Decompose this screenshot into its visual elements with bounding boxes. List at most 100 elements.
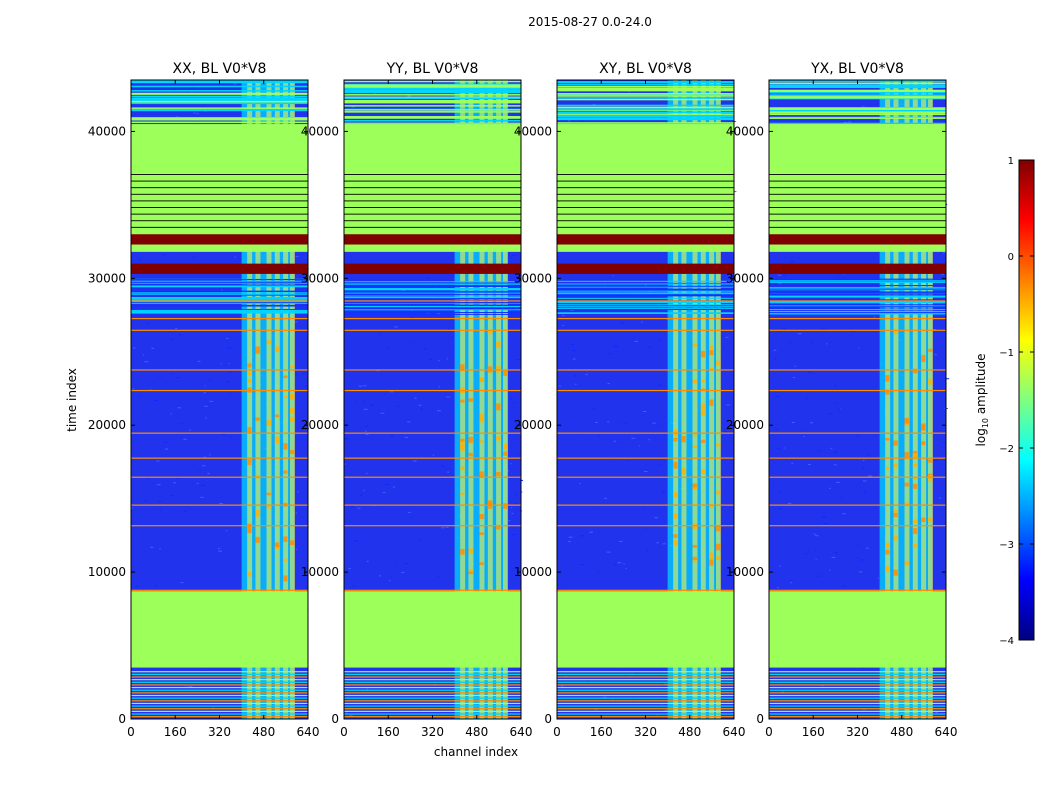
heatmap-hotspot (468, 436, 473, 443)
heatmap-speckle (200, 496, 204, 498)
block-line (557, 207, 734, 208)
heatmap-speckle (135, 434, 138, 436)
heatmap-speckle (437, 410, 441, 412)
heatmap-line (769, 700, 946, 702)
heatmap-line (131, 304, 308, 306)
heatmap-hotspot (716, 490, 721, 495)
heatmap-speckle (805, 397, 809, 399)
x-axis-label: channel index (434, 745, 518, 759)
heatmap-speckle (517, 454, 519, 456)
heatmap-line (344, 307, 521, 309)
heatmap-speckle (132, 498, 134, 500)
heatmap-hotspot (496, 436, 501, 440)
heatmap-speckle (221, 289, 223, 291)
heatmap-line (557, 713, 734, 715)
heatmap-speckle (775, 429, 778, 430)
heatmap-line (769, 305, 946, 307)
block-line (131, 200, 308, 202)
heatmap-speckle (379, 575, 381, 577)
channel-stripe (673, 80, 679, 719)
heatmap-hotspot (468, 571, 473, 575)
heatmap-speckle (843, 273, 845, 275)
heatmap-speckle (642, 507, 644, 509)
heatmap-speckle (821, 328, 826, 330)
heatmap-line (344, 87, 521, 90)
heatmap-line (131, 121, 308, 124)
heatmap-speckle (939, 497, 942, 499)
heatmap-line (344, 100, 521, 103)
heatmap-line (131, 692, 308, 694)
heatmap-line (557, 702, 734, 705)
flag-line (557, 504, 734, 506)
heatmap-hotspot (673, 540, 678, 546)
heatmap-speckle (301, 253, 304, 255)
block-line (131, 187, 308, 189)
heatmap-speckle (420, 408, 424, 410)
heatmap-speckle (418, 404, 422, 406)
heatmap-line (557, 288, 734, 290)
heatmap-line (344, 292, 521, 294)
channel-stripe (283, 80, 289, 719)
heatmap-line (557, 309, 734, 311)
heatmap-line (344, 308, 521, 310)
colorbar-label-base: log (974, 428, 988, 446)
y-tick-label: 40000 (88, 124, 126, 138)
heatmap-line (131, 309, 308, 311)
x-tick-label: 320 (846, 725, 869, 739)
heatmap-speckle (857, 544, 860, 546)
flag-line (557, 589, 734, 591)
heatmap-speckle (631, 437, 636, 439)
heatmap-speckle (831, 556, 836, 558)
heatmap-line (131, 671, 308, 673)
heatmap-hotspot (928, 475, 933, 481)
green-block (131, 591, 308, 668)
heatmap-line (769, 309, 946, 311)
heatmap-hotspot (255, 346, 260, 352)
heatmap-speckle (775, 395, 780, 397)
heatmap-hotspot (673, 492, 678, 497)
heatmap-speckle (159, 509, 162, 511)
dark-red-band (769, 234, 946, 245)
heatmap-speckle (438, 575, 440, 577)
heatmap-speckle (816, 575, 821, 577)
y-tick-label: 30000 (301, 271, 339, 285)
heatmap-speckle (183, 510, 187, 512)
heatmap-speckle (212, 706, 214, 708)
heatmap-line (557, 85, 734, 88)
heatmap-speckle (204, 385, 206, 387)
heatmap-hotspot (716, 543, 721, 551)
heatmap-speckle (656, 542, 659, 544)
channel-stripe (274, 80, 280, 719)
heatmap-hotspot (893, 330, 898, 335)
heatmap-hotspot (496, 438, 501, 441)
heatmap-speckle (597, 435, 600, 437)
heatmap-speckle (175, 328, 178, 329)
flag-line (344, 476, 521, 478)
heatmap-speckle (858, 347, 860, 349)
heatmap-speckle (565, 587, 567, 589)
channel-stripe (479, 80, 485, 719)
heatmap-speckle (295, 256, 299, 258)
heatmap-line (769, 90, 946, 93)
heatmap-hotspot (266, 492, 271, 496)
heatmap-line (557, 671, 734, 673)
flag-line (557, 300, 734, 302)
x-tick-label: 0 (553, 725, 561, 739)
heatmap-speckle (619, 540, 623, 542)
heatmap-line (769, 310, 946, 312)
heatmap-speckle (380, 412, 385, 414)
heatmap-hotspot (681, 468, 686, 475)
heatmap-speckle (817, 450, 821, 452)
heatmap-line (344, 90, 521, 92)
x-tick-label: 480 (465, 725, 488, 739)
heatmap-line (344, 311, 521, 313)
heatmap-speckle (385, 484, 389, 486)
heatmap-speckle (297, 491, 299, 493)
flag-line (557, 329, 734, 331)
heatmap-speckle (133, 530, 135, 532)
heatmap-speckle (191, 87, 195, 89)
heatmap-line (131, 297, 308, 299)
heatmap-speckle (304, 385, 308, 387)
x-tick-label: 160 (802, 725, 825, 739)
y-tick-label: 20000 (726, 418, 764, 432)
